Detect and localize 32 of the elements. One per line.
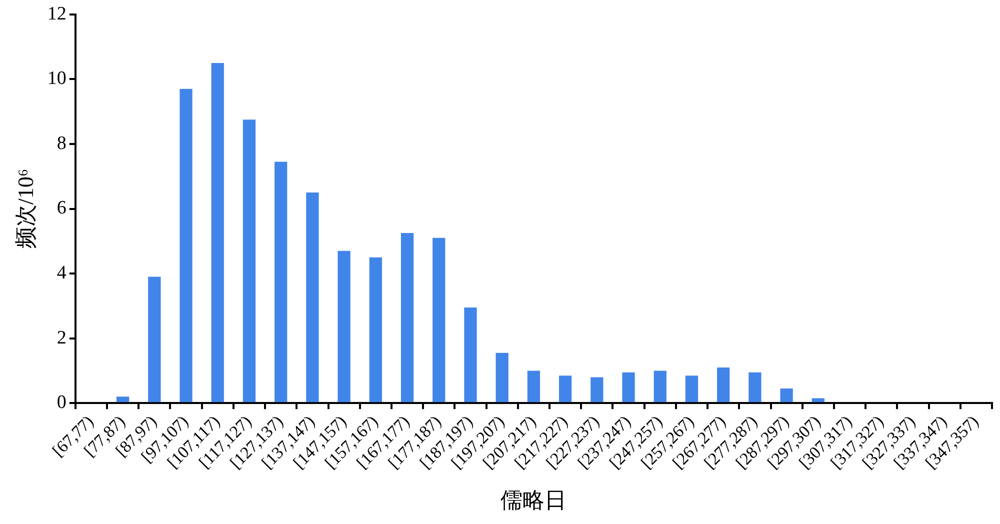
y-tick-label: 4: [56, 262, 67, 284]
x-axis-title: 儒略日: [500, 488, 567, 513]
bar: [590, 377, 604, 402]
bar: [654, 370, 666, 402]
y-tick-label: 2: [56, 327, 66, 348]
bar: [369, 257, 382, 402]
bar: [622, 372, 635, 402]
bar: [116, 396, 130, 402]
y-axis-title: 频次/10⁶: [12, 168, 38, 249]
y-tick-label: 12: [47, 3, 66, 24]
bar: [306, 192, 319, 402]
y-tick-label: 6: [56, 198, 66, 219]
bar: [338, 250, 350, 402]
bar: [148, 276, 161, 402]
bar: [748, 372, 762, 402]
bar: [780, 388, 793, 402]
bar: [464, 308, 477, 402]
bar: [558, 376, 572, 402]
bar: [211, 62, 224, 402]
bar: [180, 88, 192, 402]
bar: [685, 376, 698, 402]
bar: [717, 367, 730, 402]
bar: [496, 352, 508, 402]
bar: [812, 398, 824, 402]
y-tick-label: 8: [56, 132, 66, 154]
y-tick-label: 10: [47, 68, 66, 90]
y-tick-label: 0: [56, 392, 66, 414]
bar: [242, 120, 256, 402]
bar: [274, 162, 288, 402]
bar: [400, 233, 414, 402]
bar: [432, 238, 446, 402]
bar: [527, 370, 540, 402]
